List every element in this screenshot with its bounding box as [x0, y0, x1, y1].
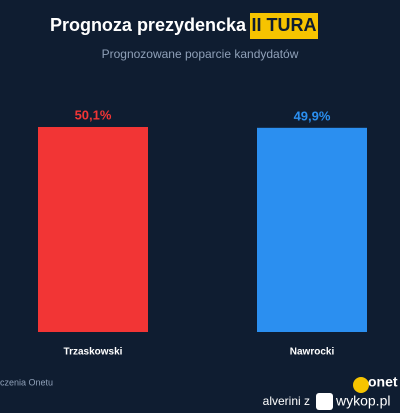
x-tick-label: Trzaskowski — [64, 347, 123, 358]
title-highlight: II TURA — [252, 15, 317, 35]
chart-title: Prognoza prezydencka — [50, 15, 247, 35]
x-tick-label: Nawrocki — [290, 347, 335, 358]
source: czenia Onetu — [0, 377, 53, 387]
watermark-user: alverini z — [263, 394, 310, 408]
bar — [257, 127, 367, 333]
value-label: 50,1% — [75, 107, 112, 122]
logo-dot — [353, 377, 369, 393]
watermark-icon — [316, 393, 333, 410]
title-highlight-box — [250, 13, 318, 39]
logo: onet — [368, 374, 398, 390]
bar — [38, 127, 148, 332]
value-label: 49,9% — [294, 108, 331, 123]
watermark-site: wykop.pl — [335, 393, 390, 409]
chart-subtitle: Prognozowane poparcie kandydatów — [102, 47, 299, 61]
